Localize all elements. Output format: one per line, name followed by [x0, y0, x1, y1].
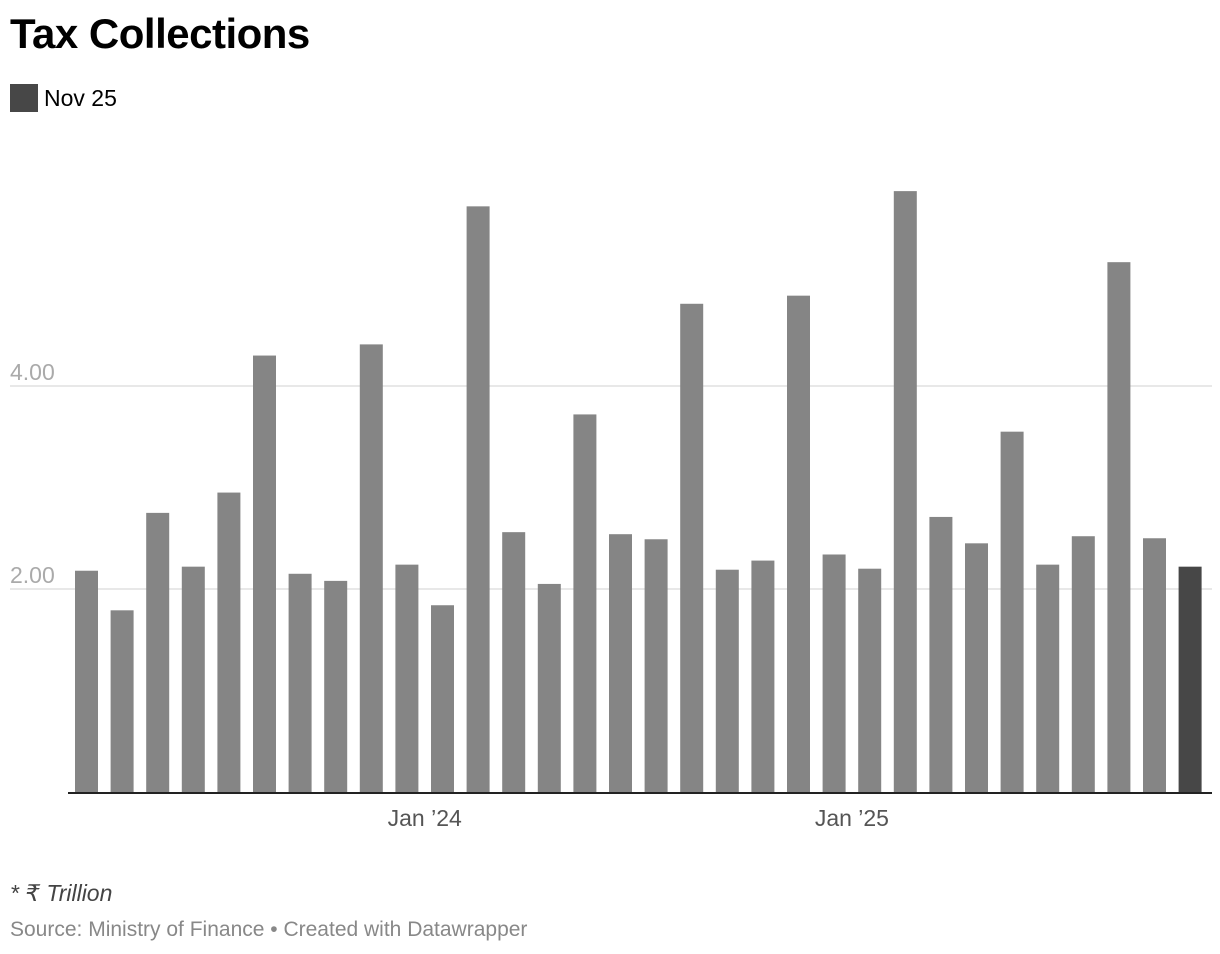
tick-labels: 2.00 4.00 Jan ’24 Jan ’25 — [10, 359, 889, 831]
x-tick-label: Jan ’25 — [815, 805, 889, 831]
bar-jul-2025 — [858, 568, 882, 792]
bar-aug-2024 — [466, 206, 490, 793]
bar-oct-2025 — [965, 543, 988, 792]
bar-dec-2024 — [609, 534, 632, 792]
bar-nov-2024 — [573, 414, 597, 792]
bar-may-2024 — [359, 344, 383, 792]
bar-jan-2026 — [1071, 536, 1095, 792]
bar-mar-2024 — [288, 573, 312, 792]
bar-dec-2025 — [1036, 564, 1060, 792]
bar-aug-2025 — [893, 191, 917, 792]
y-tick-label: 4.00 — [10, 359, 55, 385]
bar-sep-2024 — [502, 532, 526, 792]
bar-nov-2023 — [146, 512, 170, 792]
x-tick-label: Jan ’24 — [388, 805, 462, 831]
bar-jun-2025 — [822, 554, 846, 792]
bar-jan-2024 — [217, 492, 241, 792]
bar-oct-2023 — [110, 610, 134, 792]
bar-dec-2023 — [181, 566, 205, 792]
bar-may-2025 — [787, 295, 810, 792]
bars — [75, 191, 1202, 793]
bar-mar-2026 — [1143, 538, 1166, 792]
source-separator: • — [264, 918, 284, 941]
bar-feb-2024 — [253, 355, 276, 792]
bar-apr-2026 — [1178, 566, 1202, 792]
bar-sep-2025 — [929, 516, 953, 792]
bar-mar-2025 — [715, 569, 739, 792]
bar-nov-2025 — [1000, 431, 1024, 792]
bar-jan-2025 — [644, 539, 668, 792]
source-text: Source: Ministry of Finance — [10, 918, 265, 941]
chart-title: Tax Collections — [10, 10, 310, 57]
y-tick-label: 2.00 — [10, 562, 55, 588]
bar-jun-2024 — [395, 564, 419, 792]
bar-feb-2026 — [1107, 262, 1131, 792]
legend: Nov 25 — [10, 84, 117, 112]
bar-sep-2023 — [75, 570, 98, 792]
bar-apr-2024 — [324, 580, 348, 792]
credit-text: Created with Datawrapper — [283, 918, 528, 941]
bar-jul-2024 — [431, 605, 454, 792]
unit-footnote: * ₹ Trillion — [10, 880, 113, 906]
bar-feb-2025 — [680, 303, 704, 792]
legend-label: Nov 25 — [44, 84, 117, 111]
source-line: Source: Ministry of Finance • Created wi… — [10, 918, 527, 942]
legend-swatch — [10, 84, 38, 112]
bar-apr-2025 — [751, 560, 775, 792]
bar-oct-2024 — [537, 583, 561, 792]
bar-chart: 2.00 4.00 Jan ’24 Jan ’25 — [10, 191, 1212, 831]
